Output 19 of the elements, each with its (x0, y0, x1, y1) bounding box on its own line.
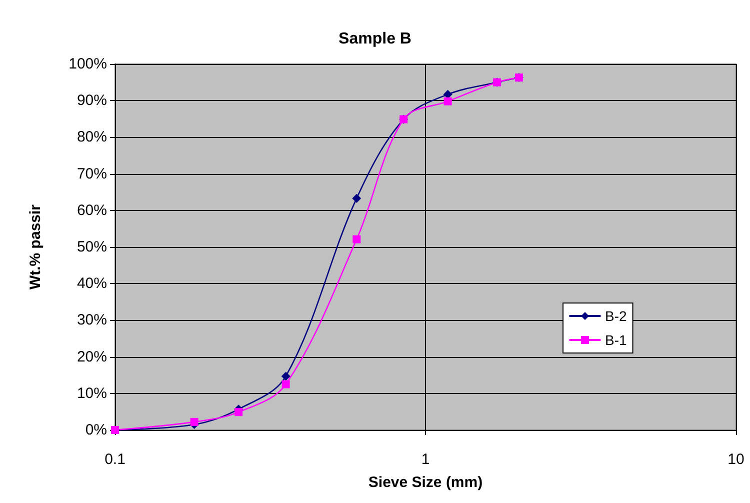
y-tick-label: 90% (76, 92, 107, 110)
chart-title: Sample B (338, 30, 412, 48)
x-tick-label: 1 (421, 451, 430, 468)
y-tick-label: 0% (85, 422, 107, 438)
y-tick-label: 30% (76, 312, 107, 329)
y-tick-label: 70% (76, 165, 107, 182)
y-tick-label: 60% (76, 202, 107, 219)
y-tick-label: 10% (76, 384, 107, 402)
x-tick-label: 10 (728, 451, 744, 468)
y-tick-label: 40% (76, 275, 107, 292)
x-tick-label: 0.1 (104, 451, 126, 468)
y-tick-label: 80% (76, 128, 107, 146)
y-tick-label: 20% (76, 348, 107, 366)
legend-label: B-1 (605, 332, 627, 348)
legend-label: B-2 (605, 308, 627, 324)
y-tick-label: 100% (68, 56, 107, 72)
x-axis-title: Sieve Size (mm) (368, 474, 483, 491)
y-axis-title: Wt.% passir (27, 204, 44, 290)
y-tick-label: 50% (76, 238, 107, 256)
